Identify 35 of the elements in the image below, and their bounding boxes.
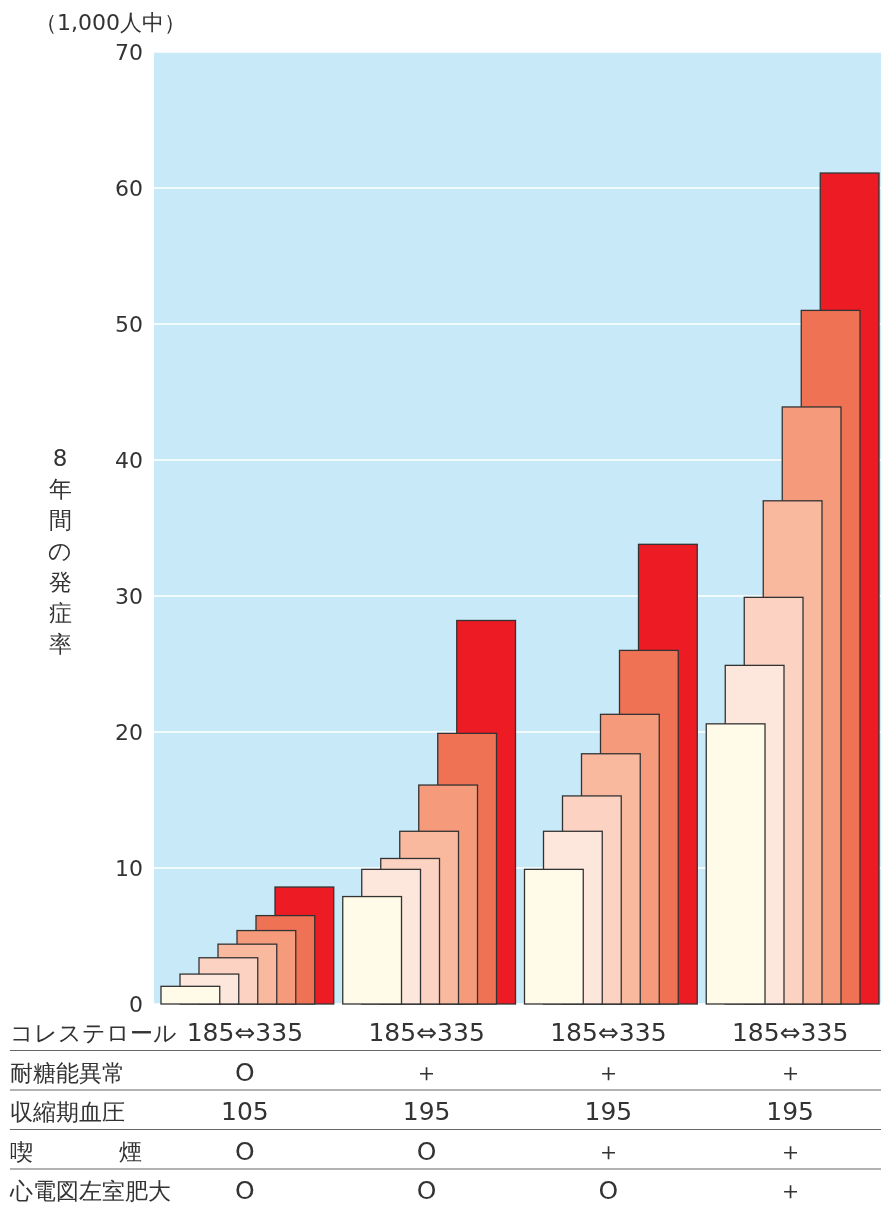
- text: ＋: [777, 1176, 803, 1205]
- text: O: [416, 1176, 437, 1205]
- text: 収縮期血圧: [10, 1099, 125, 1125]
- chart-subtitle: （1,000人中）: [35, 10, 186, 35]
- text: ＋: [777, 1057, 803, 1087]
- y-tick-label: 50: [115, 312, 143, 337]
- y-axis-title: 8年間の発症率: [48, 445, 72, 657]
- text: 105: [221, 1097, 269, 1126]
- y-tick-label: 10: [115, 856, 143, 881]
- y-tick-label: 20: [115, 720, 143, 745]
- text: ＋: [414, 1057, 440, 1087]
- x-tick-label: 185⇔335: [731, 1018, 849, 1047]
- text: ＋: [595, 1136, 621, 1166]
- text: 195: [584, 1097, 633, 1126]
- y-tick-label: 0: [129, 992, 143, 1017]
- text: 心電図左室肥大: [9, 1178, 171, 1204]
- y-tick-label: 30: [115, 584, 143, 609]
- text: O: [235, 1057, 255, 1087]
- text: 耐糖能異常: [10, 1059, 125, 1086]
- x-axis-title: コレステロール: [10, 1020, 177, 1046]
- x-tick-label: 185⇔335: [186, 1018, 304, 1047]
- text: ＋: [595, 1057, 621, 1087]
- text: ＋: [777, 1136, 803, 1166]
- text: O: [598, 1176, 619, 1205]
- y-tick-label: 60: [115, 176, 143, 201]
- text: O: [235, 1176, 255, 1205]
- text: O: [416, 1136, 437, 1166]
- x-tick-label: 185⇔335: [550, 1018, 667, 1047]
- x-tick-label: 185⇔335: [368, 1018, 485, 1047]
- y-tick-label: 70: [115, 40, 143, 65]
- y-tick-label: 40: [115, 448, 143, 473]
- text: 喫煙: [10, 1138, 142, 1165]
- text: 195: [766, 1097, 814, 1126]
- text: 195: [402, 1097, 451, 1126]
- text: O: [235, 1136, 255, 1166]
